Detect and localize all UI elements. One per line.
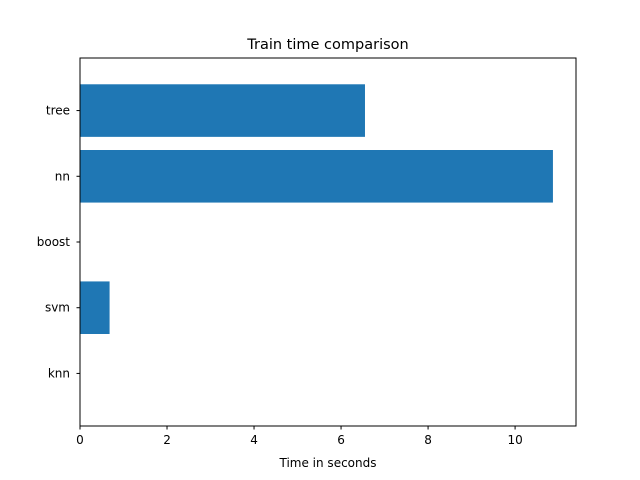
bar-nn xyxy=(80,150,553,203)
y-tick-label-knn: knn xyxy=(48,366,70,380)
bar-tree xyxy=(80,84,365,137)
x-tick-label-6: 6 xyxy=(337,433,345,447)
x-tick-label-0: 0 xyxy=(76,433,84,447)
bar-svm xyxy=(80,281,110,334)
y-tick-label-boost: boost xyxy=(37,235,71,249)
y-tick-label-nn: nn xyxy=(55,169,70,183)
x-tick-label-10: 10 xyxy=(507,433,522,447)
chart-title: Train time comparison xyxy=(246,37,408,53)
x-tick-label-8: 8 xyxy=(424,433,432,447)
y-tick-label-tree: tree xyxy=(46,104,70,118)
bars-group xyxy=(80,84,553,334)
x-tick-label-4: 4 xyxy=(250,433,258,447)
x-tick-label-2: 2 xyxy=(163,433,171,447)
x-axis-ticks: 0 2 4 6 8 10 xyxy=(76,426,523,447)
x-axis-label: Time in seconds xyxy=(279,456,377,470)
y-tick-label-svm: svm xyxy=(45,301,70,315)
y-axis-ticks: knn svm boost nn tree xyxy=(37,104,80,380)
plot-frame xyxy=(79,57,577,427)
